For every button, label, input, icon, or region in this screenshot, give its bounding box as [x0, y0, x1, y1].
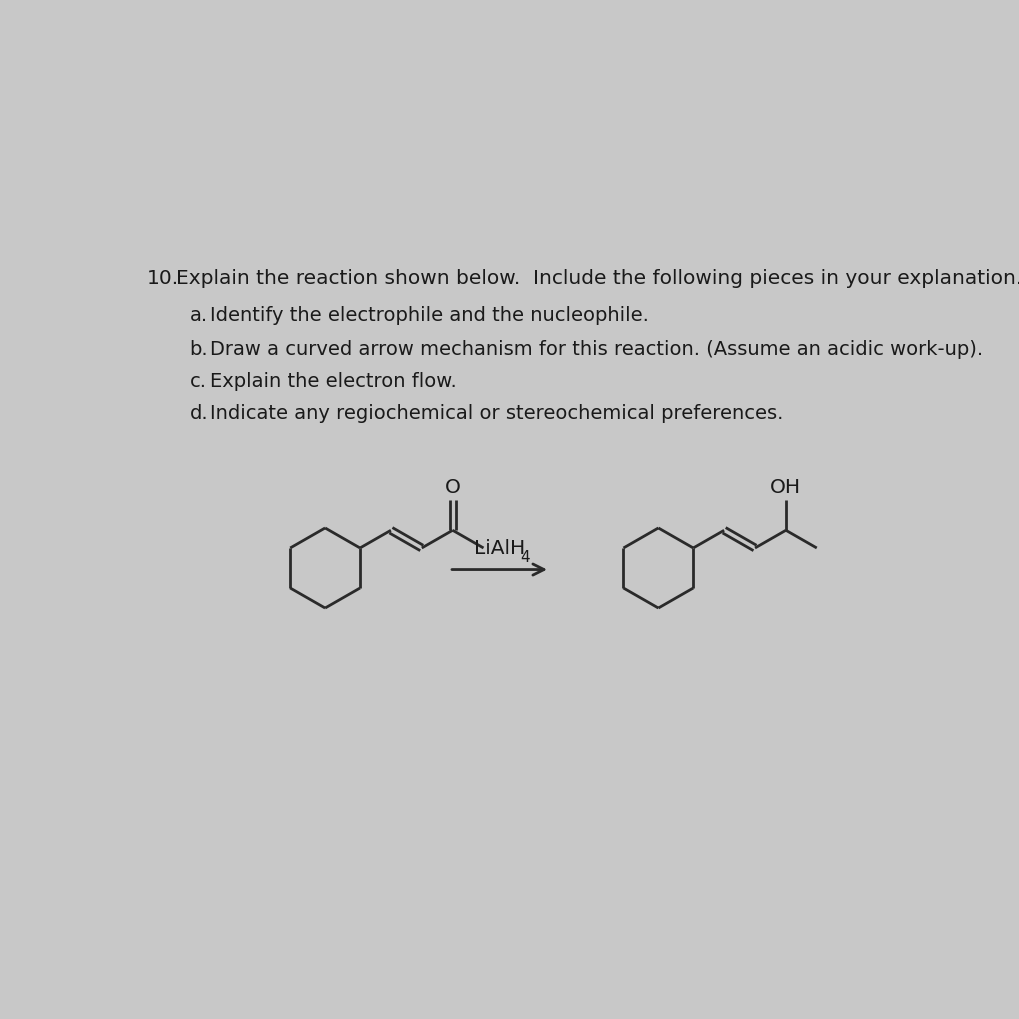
Text: Explain the reaction shown below.  Include the following pieces in your explanat: Explain the reaction shown below. Includ… [175, 268, 1019, 287]
Text: Identify the electrophile and the nucleophile.: Identify the electrophile and the nucleo… [210, 306, 648, 324]
Text: Draw a curved arrow mechanism for this reaction. (Assume an acidic work-up).: Draw a curved arrow mechanism for this r… [210, 339, 982, 359]
Text: Explain the electron flow.: Explain the electron flow. [210, 372, 455, 390]
Text: Indicate any regiochemical or stereochemical preferences.: Indicate any regiochemical or stereochem… [210, 404, 783, 423]
Text: LiAlH: LiAlH [474, 539, 525, 557]
Text: 4: 4 [520, 549, 530, 565]
Text: d.: d. [190, 404, 208, 423]
Text: OH: OH [769, 477, 801, 496]
Text: 10.: 10. [147, 268, 178, 287]
Text: c.: c. [190, 372, 206, 390]
Text: b.: b. [190, 339, 208, 359]
Text: a.: a. [190, 306, 208, 324]
Text: O: O [444, 477, 461, 496]
